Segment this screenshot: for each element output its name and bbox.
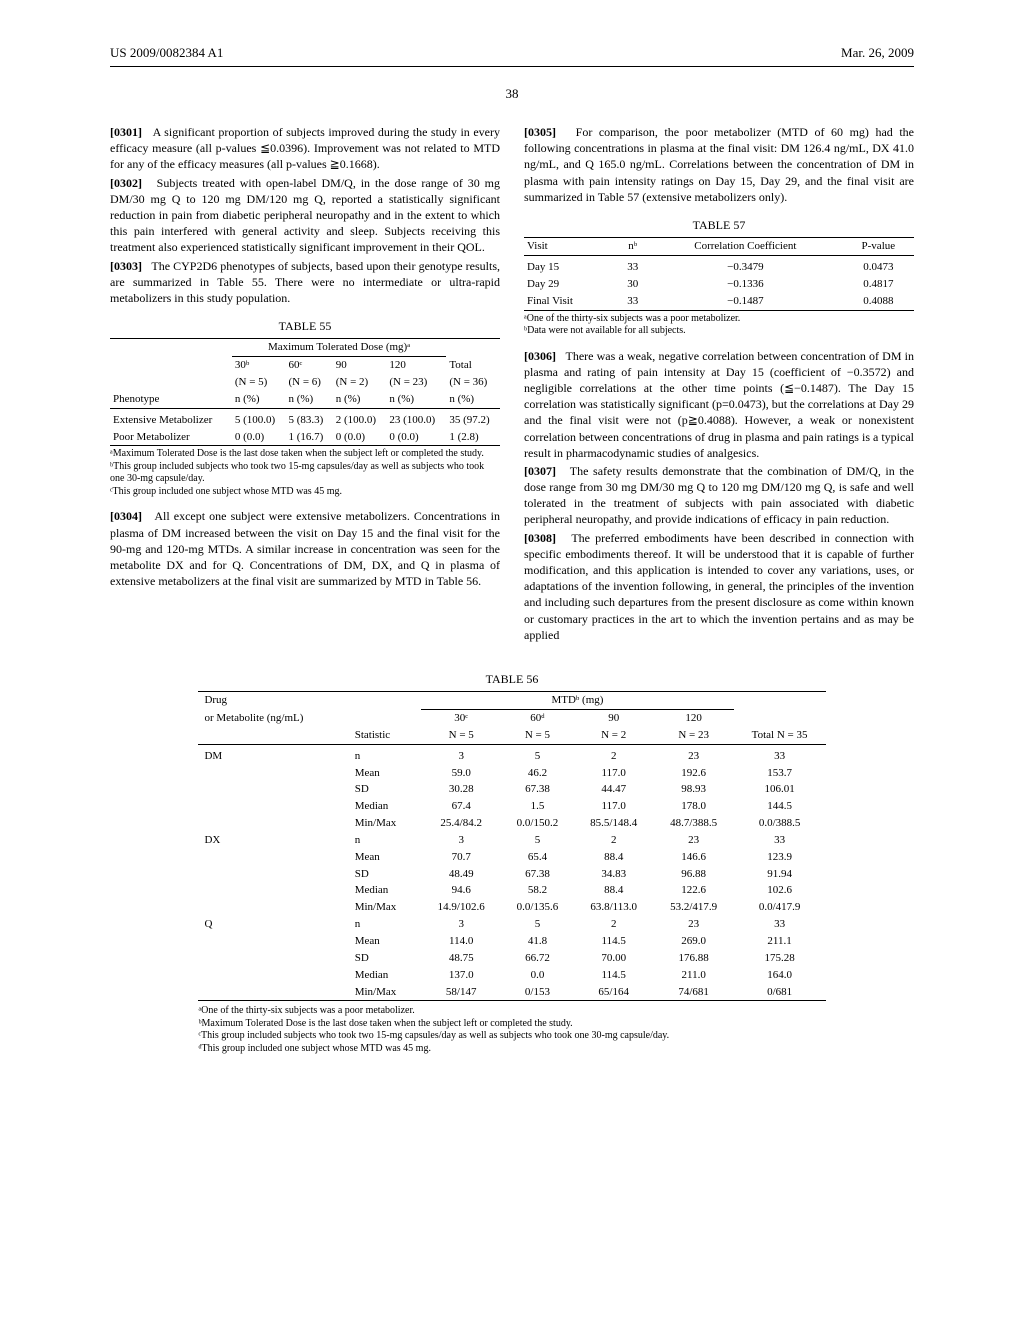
paragraph-0305: [0305] For comparison, the poor metaboli… — [524, 124, 914, 205]
table-55-footnotes: ᵃMaximum Tolerated Dose is the last dose… — [110, 448, 500, 498]
paragraph-0308: [0308] The preferred embodiments have be… — [524, 530, 914, 643]
page-number: 38 — [110, 85, 914, 103]
page-header: US 2009/0082384 A1 Mar. 26, 2009 — [110, 44, 914, 67]
publication-date: Mar. 26, 2009 — [841, 44, 914, 62]
paragraph-0306: [0306] There was a weak, negative correl… — [524, 348, 914, 461]
publication-number: US 2009/0082384 A1 — [110, 44, 223, 62]
table-55: Maximum Tolerated Dose (mg)ᵃ 30ᵇ60ᶜ90120… — [110, 338, 500, 446]
paragraph-0304: [0304] All except one subject were exten… — [110, 508, 500, 589]
paragraph-0302: [0302] Subjects treated with open-label … — [110, 175, 500, 256]
table-55-title: TABLE 55 — [110, 318, 500, 334]
table-55-block: TABLE 55 Maximum Tolerated Dose (mg)ᵃ 30… — [110, 318, 500, 498]
paragraph-0303: [0303] The CYP2D6 phenotypes of subjects… — [110, 258, 500, 307]
table-56-footnotes: ᵃOne of the thirty-six subjects was a po… — [198, 1005, 825, 1055]
table-57-footnotes: ᵃOne of the thirty-six subjects was a po… — [524, 313, 914, 338]
table-56: Drug MTDᵇ (mg) or Metabolite (ng/mL) 30ᶜ… — [198, 691, 825, 1001]
table-56-title: TABLE 56 — [110, 671, 914, 687]
table-56-block: TABLE 56 Drug MTDᵇ (mg) or Metabolite (n… — [110, 659, 914, 1065]
table-57-title: TABLE 57 — [524, 217, 914, 233]
table-57: Visit nᵇ Correlation Coefficient P-value… — [524, 237, 914, 310]
paragraph-0301: [0301] A significant proportion of subje… — [110, 124, 500, 173]
table-57-block: TABLE 57 Visit nᵇ Correlation Coefficien… — [524, 217, 914, 338]
paragraph-0307: [0307] The safety results demonstrate th… — [524, 463, 914, 528]
